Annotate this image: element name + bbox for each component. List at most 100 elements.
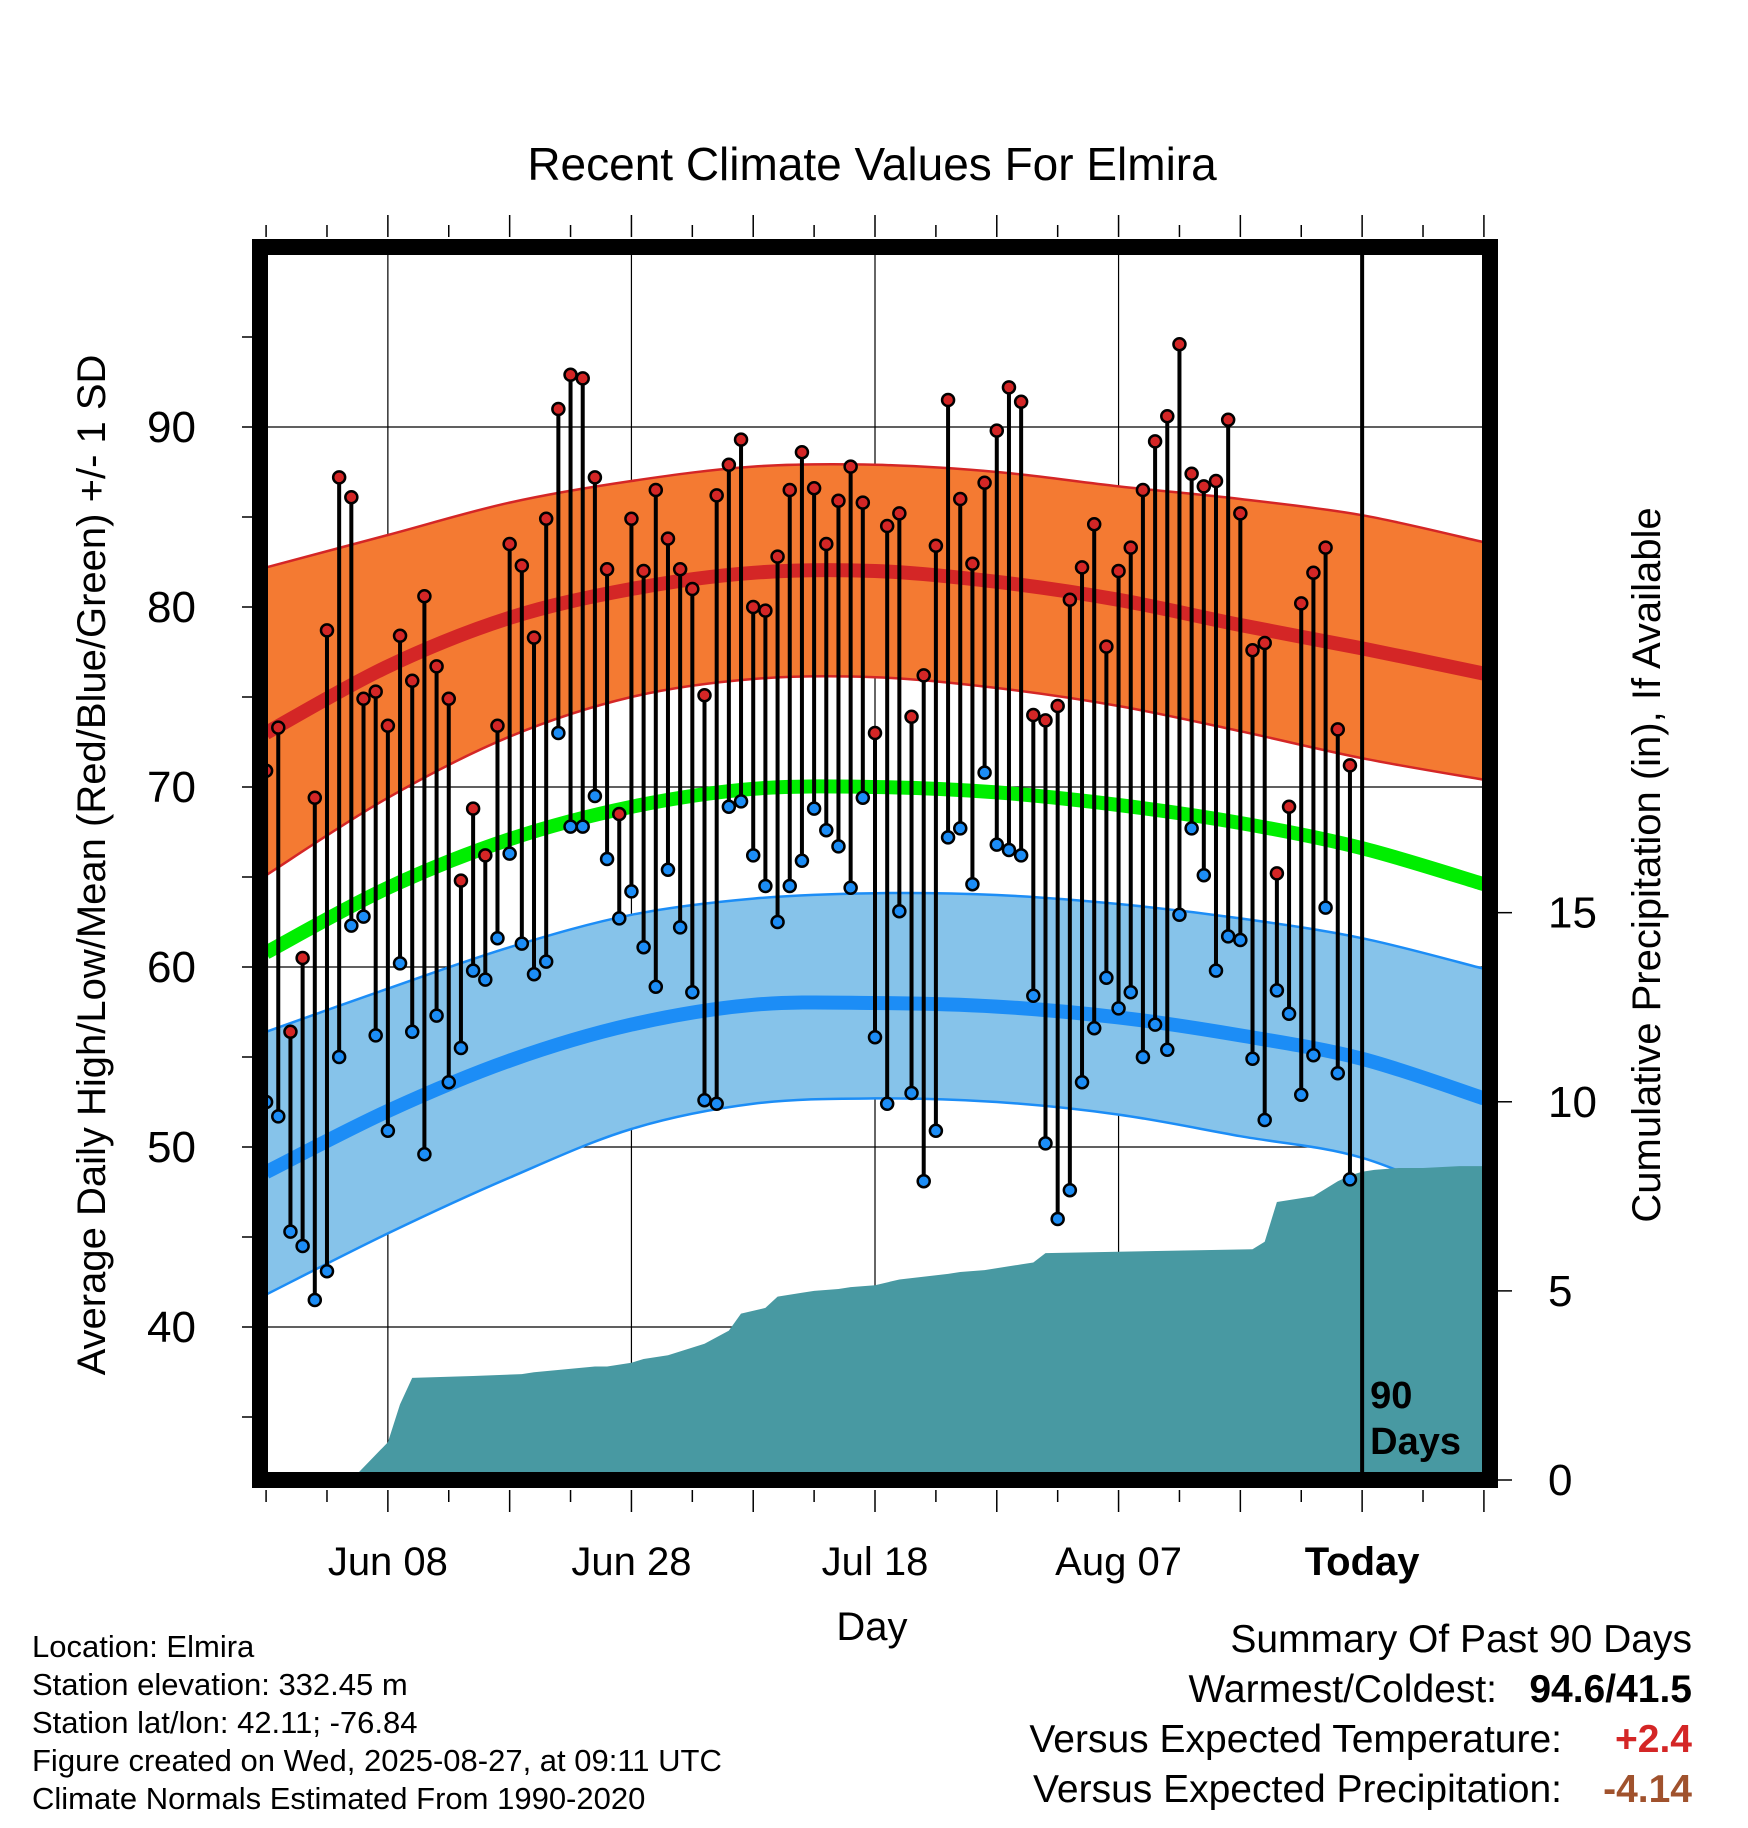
high-temp-point — [1306, 565, 1321, 581]
low-temp-point — [1086, 1020, 1102, 1036]
summary-temp-row: Versus Expected Temperature: +2.4 — [1029, 1715, 1692, 1765]
low-temp-point — [453, 1040, 469, 1056]
summary-warmest-coldest-row: Warmest/Coldest: 94.6/41.5 — [1029, 1665, 1692, 1715]
low-temp-point — [1184, 821, 1199, 836]
high-temp-point — [940, 392, 956, 408]
high-temp-point — [526, 630, 542, 645]
low-temp-point — [1160, 1042, 1175, 1058]
high-temp-point — [1099, 639, 1114, 654]
low-temp-point — [526, 966, 542, 982]
high-temp-point — [356, 691, 371, 707]
high-temp-point — [514, 558, 530, 573]
y-tick-label: 90 — [147, 403, 196, 452]
y2-tick-label: 15 — [1548, 889, 1597, 938]
x-tick-label: Aug 07 — [1055, 1540, 1182, 1584]
high-temp-point — [380, 718, 396, 734]
low-temp-point — [989, 837, 1005, 852]
precip-departure-value: -4.14 — [1603, 1768, 1692, 1811]
summary-precip-row: Versus Expected Precipitation: -4.14 — [1029, 1765, 1692, 1815]
low-temp-point — [770, 914, 785, 930]
high-temp-point — [685, 581, 700, 597]
high-points — [260, 336, 1358, 1040]
high-temp-point — [551, 401, 566, 417]
low-temp-point — [831, 839, 846, 854]
low-temp-point — [1257, 1112, 1272, 1128]
x-tick-label: Today — [1305, 1540, 1421, 1584]
high-sd-lower — [265, 674, 1485, 877]
high-temp-point — [599, 561, 615, 577]
plot-frame — [252, 239, 1498, 1488]
high-temp-point — [672, 561, 688, 577]
station-info: Location: Elmira Station elevation: 332.… — [32, 1628, 722, 1818]
low-temp-point — [758, 878, 773, 894]
high-temp-point — [916, 668, 931, 683]
summary-heading: Summary Of Past 90 Days — [1230, 1618, 1692, 1661]
high-temp-point — [1135, 482, 1151, 498]
high-temp-point — [977, 475, 992, 491]
temp-departure-value: +2.4 — [1615, 1718, 1692, 1761]
low-temp-point — [1038, 1136, 1053, 1151]
low-temp-point — [502, 846, 517, 861]
high-temp-point — [1086, 516, 1102, 532]
high-temp-point — [1208, 473, 1224, 489]
y2-tick-label: 5 — [1548, 1267, 1572, 1316]
high-temp-point — [1245, 642, 1260, 658]
low-temp-point — [331, 1049, 347, 1065]
high-temp-point — [404, 673, 420, 689]
temp-departure-label: Versus Expected Temperature: — [1029, 1718, 1562, 1761]
high-temp-point — [1196, 479, 1212, 494]
high-temp-point — [344, 489, 359, 505]
low-temp-point — [879, 1096, 895, 1112]
low-points — [260, 725, 1358, 1308]
low-temp-point — [648, 979, 664, 995]
high-temp-point — [417, 588, 432, 604]
chart-title: Recent Climate Values For Elmira — [527, 138, 1217, 190]
y2-tick-label: 0 — [1548, 1456, 1572, 1505]
cumulative-precip-area — [266, 1166, 1484, 1480]
high-temp-point — [453, 873, 469, 888]
low-temp-point — [551, 725, 566, 741]
info-elevation: Station elevation: 332.45 m — [32, 1667, 408, 1702]
low-temp-point — [429, 1008, 444, 1023]
high-temp-point — [709, 488, 724, 503]
high-temp-point — [1147, 434, 1163, 449]
high-temp-point — [806, 480, 822, 496]
low-temp-point — [538, 954, 554, 969]
high-temp-point — [368, 684, 383, 699]
low-temp-point — [660, 862, 676, 878]
low-temp-point — [417, 1146, 432, 1162]
high-temp-point — [855, 495, 871, 510]
high-temp-point — [952, 491, 968, 507]
low-temp-point — [855, 790, 871, 806]
low-temp-point — [380, 1123, 396, 1139]
low-temp-point — [624, 884, 639, 899]
low-temp-point — [819, 822, 834, 838]
high-temp-point — [1269, 866, 1285, 881]
low-temp-point — [1099, 970, 1114, 986]
low-temp-point — [1172, 907, 1187, 923]
high-temp-point — [1111, 563, 1126, 579]
low-temp-point — [1026, 988, 1041, 1004]
high-temp-point — [441, 691, 457, 707]
low-temp-point — [283, 1224, 298, 1239]
high-temp-point — [770, 549, 785, 564]
high-temp-point — [283, 1024, 298, 1040]
high-temp-point — [879, 518, 895, 534]
low-temp-point — [1342, 1172, 1358, 1187]
low-temp-point — [563, 819, 578, 834]
low-temp-point — [404, 1024, 420, 1040]
high-temp-point — [331, 470, 347, 485]
low-temp-point — [928, 1123, 944, 1139]
low-temp-point — [271, 1109, 286, 1124]
low-temp-point — [965, 876, 980, 892]
high-temp-point — [819, 536, 834, 552]
low-temp-point — [745, 848, 761, 863]
low-temp-point — [319, 1263, 335, 1279]
high-temp-point — [1257, 635, 1272, 651]
low-temp-point — [1013, 848, 1029, 863]
low-temp-point — [721, 799, 737, 815]
y-axis-label: Average Daily High/Low/Mean (Red/Blue/Gr… — [70, 355, 114, 1376]
high-temp-point — [1318, 540, 1333, 555]
high-temp-point — [758, 603, 773, 618]
low-temp-point — [916, 1173, 931, 1189]
